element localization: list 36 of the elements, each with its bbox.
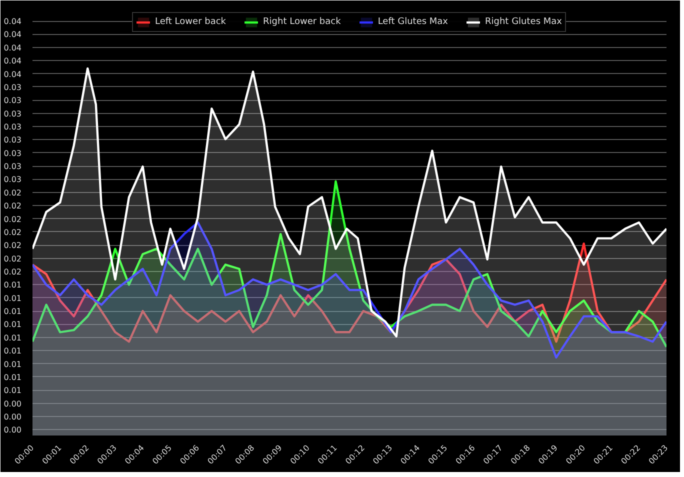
y-tick-label: 0.02 [4,188,22,198]
y-tick-label: 0.01 [4,294,22,303]
y-tick-label: 0.03 [4,96,22,106]
legend-label: Right Glutes Max [485,17,562,27]
legend-label: Left Glutes Max [378,17,448,27]
y-tick-label: 0.01 [4,386,22,396]
y-tick-label: 0.04 [4,56,22,66]
y-tick-label: 0.00 [4,426,22,435]
y-tick-label: 0.04 [4,43,22,52]
y-tick-label: 0.02 [4,268,22,277]
y-tick-label: 0.01 [4,307,22,316]
y-tick-label: 0.01 [4,333,22,342]
y-tick-label: 0.01 [4,346,22,356]
y-tick-label: 0.02 [4,254,22,264]
y-tick-label: 0.04 [4,30,22,40]
y-tick-label: 0.04 [4,17,22,26]
y-tick-label: 0.03 [4,175,22,184]
y-tick-label: 0.01 [4,372,22,382]
y-tick-label: 0.03 [4,148,22,158]
y-tick-label: 0.02 [4,241,22,250]
y-tick-label: 0.00 [4,399,22,408]
y-tick-label: 0.03 [4,82,22,92]
legend-label: Left Lower back [155,17,226,27]
y-tick-label: 0.02 [4,214,22,224]
y-tick-label: 0.00 [4,412,22,422]
y-tick-label: 0.02 [4,202,22,211]
y-tick-label: 0.04 [4,70,22,79]
y-tick-label: 0.03 [4,162,22,172]
y-tick-label: 0.03 [4,122,22,132]
y-tick-label: 0.03 [4,109,22,118]
legend-label: Right Lower back [263,17,341,27]
y-tick-label: 0.01 [4,360,22,369]
y-tick-label: 0.03 [4,136,22,145]
y-tick-label: 0.01 [4,280,22,290]
y-tick-label: 0.02 [4,228,22,237]
y-tick-label: 0.01 [4,320,22,330]
